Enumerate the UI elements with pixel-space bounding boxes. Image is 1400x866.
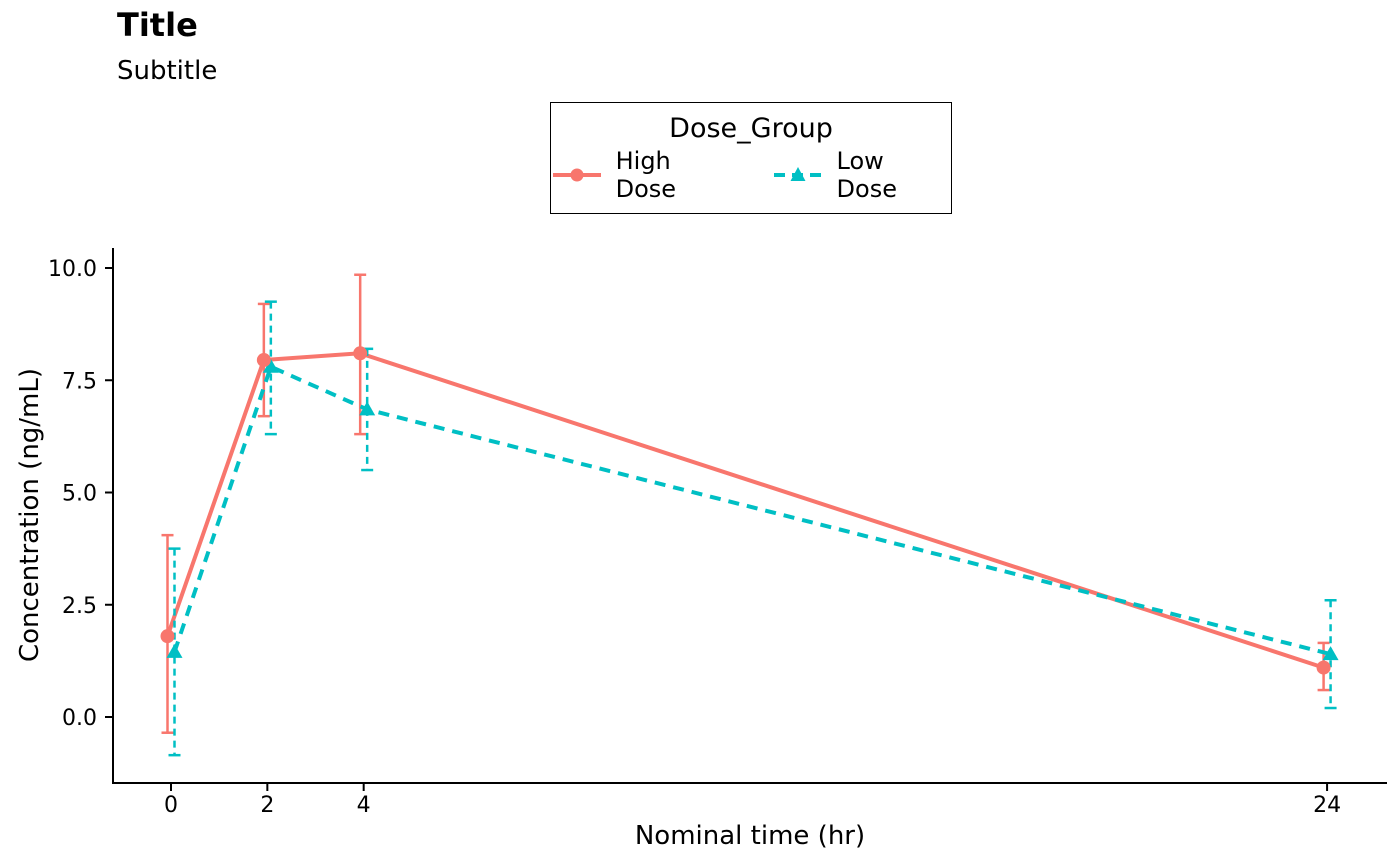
y-tick-label: 0.0 [62,706,97,731]
y-tick-label: 2.5 [62,594,97,619]
markers-high-dose [160,346,1331,675]
marker-high-dose-t4 [353,346,368,361]
line-low-dose [172,364,1332,657]
legend-label-high-dose: High Dose [615,147,677,204]
y-tick-label: 5.0 [62,482,97,507]
x-tick-label: 2 [260,793,274,818]
x-axis-title: Nominal time (hr) [634,821,866,851]
x-tick-label: 24 [1313,793,1341,818]
marker-low-dose-t2 [262,358,279,373]
series-high-dose [161,273,1330,734]
high-dose-key-icon [553,168,601,182]
chart-title: Title [117,6,198,44]
line-high-dose [165,351,1325,670]
marker-high-dose-t24 [1316,660,1331,675]
y-axis-title: Concentration (ng/mL) [15,367,45,663]
x-tick-label: 0 [164,793,178,818]
marker-low-dose-t4 [359,401,376,416]
axes: 0 2 4 240.02.55.07.510.0 [48,248,1387,818]
legend-box: Dose_Group High Dose Low Dose [550,102,952,214]
legend-item-low-dose: Low Dose [772,147,951,203]
y-tick-label: 10.0 [48,257,97,282]
legend-items: High Dose Low Dose [551,147,951,203]
marker-high-dose-t2 [256,353,271,368]
marker-low-dose-t24 [1322,646,1339,661]
legend-label-low-dose: Low Dose [836,147,897,204]
legend-item-high-dose: High Dose [551,147,738,203]
x-tick-label: 4 [357,793,371,818]
y-tick-label: 7.5 [62,369,97,394]
marker-low-dose-t0 [166,643,183,658]
legend-title: Dose_Group [669,112,833,144]
low-dose-key-icon [773,167,822,182]
markers-low-dose [166,358,1339,661]
error-bar-low-dose-t0 [168,547,181,757]
series-low-dose [168,300,1337,757]
marker-high-dose-t0 [160,629,175,644]
chart-subtitle: Subtitle [117,56,218,86]
